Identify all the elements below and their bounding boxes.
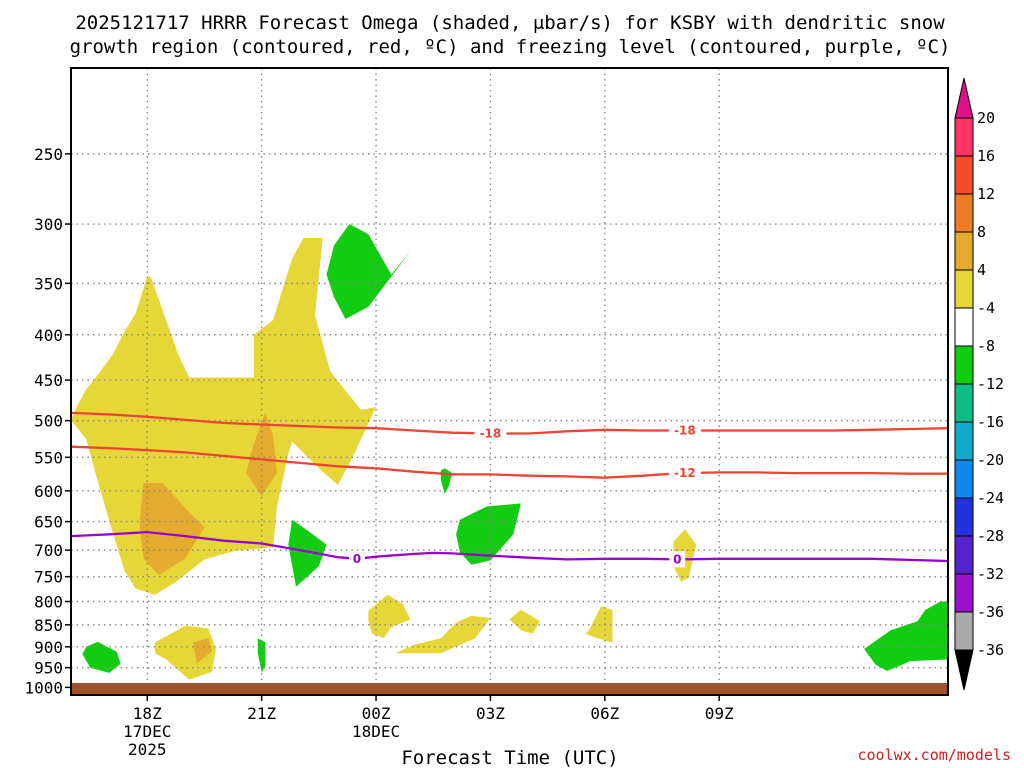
y-tick-label-900: 900 <box>34 638 63 657</box>
colorbar-box-13 <box>954 611 974 651</box>
y-tick-label-450: 450 <box>34 371 63 390</box>
ground-layer <box>71 683 948 695</box>
omega-region-10 <box>154 625 216 680</box>
colorbar-label-9: -20 <box>977 451 1004 469</box>
y-tick-label-850: 850 <box>34 616 63 635</box>
y-tick-label-250: 250 <box>34 145 63 164</box>
contour-label-bg-0-0-1 <box>668 422 701 439</box>
x-tick-date-18Z: 17DEC <box>123 722 171 741</box>
x-tick-label-09Z: 09Z <box>705 704 734 723</box>
colorbar-box-4 <box>954 269 974 309</box>
omega-region-4 <box>288 519 327 587</box>
colorbar-bottom-arrow <box>954 649 974 691</box>
colorbar-box-2 <box>954 193 974 233</box>
colorbar-label-0: 20 <box>977 109 995 127</box>
x-tick-label-18Z: 18Z <box>133 704 162 723</box>
colorbar-label-end: -36 <box>977 641 1004 659</box>
plot-frame <box>70 67 949 696</box>
omega-region-9 <box>864 601 948 671</box>
colorbar-label-5: -4 <box>977 299 995 317</box>
colorbar-box-6 <box>954 345 974 385</box>
colorbar-label-6: -8 <box>977 337 995 355</box>
contour-label-0-0-1: -18 <box>674 424 696 438</box>
contour-label-bg-0-1-0 <box>668 465 701 482</box>
colorbar-label-2: 12 <box>977 185 995 203</box>
colorbar-label-4: 4 <box>977 261 986 279</box>
colorbar-box-10 <box>954 497 974 537</box>
x-tick-label-00Z: 00Z <box>362 704 391 723</box>
colorbar-label-10: -24 <box>977 489 1004 507</box>
contour-label-1-0-0: 0 <box>353 552 361 566</box>
y-tick-label-800: 800 <box>34 593 63 612</box>
omega-region-14 <box>509 609 540 634</box>
colorbar-box-0 <box>954 117 974 157</box>
chart-title-line-2: growth region (contoured, red, ºC) and f… <box>70 36 951 58</box>
y-axis: 250 300 350 400 450 500 550 600 650 700 750 800 850 9… <box>24 145 71 697</box>
omega-shading-layer <box>71 224 948 680</box>
contour-line-0-0 <box>71 411 948 435</box>
x-tick-date-00Z: 18DEC <box>352 722 400 741</box>
x-tick-year-18Z: 2025 <box>128 740 167 759</box>
colorbar-label-8: -16 <box>977 413 1004 431</box>
omega-region-1 <box>139 483 205 576</box>
ground-surface <box>71 683 948 695</box>
y-tick-label-650: 650 <box>34 513 63 532</box>
colorbar-label-3: 8 <box>977 223 986 241</box>
colorbar-label-12: -32 <box>977 565 1004 583</box>
y-tick-label-350: 350 <box>34 274 63 293</box>
colorbar-box-8 <box>954 421 974 461</box>
colorbar-label-7: -12 <box>977 375 1004 393</box>
y-tick-label-700: 700 <box>34 541 63 560</box>
credit-link[interactable]: coolwx.com/models <box>857 746 1011 764</box>
contour-line-0-1 <box>71 445 948 479</box>
colorbar-box-12 <box>954 573 974 613</box>
contour-label-1-0-1: 0 <box>673 552 681 566</box>
omega-region-5 <box>456 503 521 565</box>
contour-layer: -18 -18 -12 0 0 <box>71 411 948 568</box>
colorbar-box-11 <box>954 535 974 575</box>
contour-label-0-0-0: -18 <box>480 426 502 440</box>
colorbar-top-arrow <box>954 77 974 119</box>
contour-line-1-0 <box>71 530 948 563</box>
y-tick-label-500: 500 <box>34 412 63 431</box>
y-tick-label-950: 950 <box>34 659 63 678</box>
colorbar: 20 16 12 8 4 -4 -8 -12 -16 -20 -24 -28 -32 -36 -36 <box>954 77 1004 691</box>
colorbar-label-13: -36 <box>977 603 1004 621</box>
contour-label-bg-1-0-0 <box>348 550 365 567</box>
x-tick-label-03Z: 03Z <box>476 704 505 723</box>
colorbar-label-11: -28 <box>977 527 1004 545</box>
y-tick-label-300: 300 <box>34 215 63 234</box>
colorbar-box-9 <box>954 459 974 499</box>
contour-label-bg-0-0-0 <box>474 425 507 442</box>
contour-label-0-1-0: -12 <box>674 466 696 480</box>
colorbar-label-1: 16 <box>977 147 995 165</box>
y-tick-label-550: 550 <box>34 448 63 467</box>
colorbar-box-1 <box>954 155 974 195</box>
x-tick-label-21Z: 21Z <box>247 704 276 723</box>
x-axis-label: Forecast Time (UTC) <box>401 747 618 768</box>
omega-region-3 <box>326 224 411 319</box>
grid-layer <box>71 68 948 695</box>
colorbar-box-5 <box>954 307 974 347</box>
colorbar-box-7 <box>954 383 974 423</box>
omega-region-11 <box>193 638 213 664</box>
omega-region-13 <box>395 615 491 654</box>
chart-title-line-1: 2025121717 HRRR Forecast Omega (shaded, … <box>75 12 945 34</box>
omega-region-12 <box>368 594 411 639</box>
y-tick-label-750: 750 <box>34 568 63 587</box>
contour-label-bg-1-0-1 <box>669 551 686 568</box>
y-tick-label-600: 600 <box>34 482 63 501</box>
y-tick-label-1000: 1000 <box>24 678 63 697</box>
omega-region-7 <box>82 641 121 673</box>
x-tick-label-06Z: 06Z <box>590 704 619 723</box>
y-tick-label-400: 400 <box>34 326 63 345</box>
colorbar-box-3 <box>954 231 974 271</box>
